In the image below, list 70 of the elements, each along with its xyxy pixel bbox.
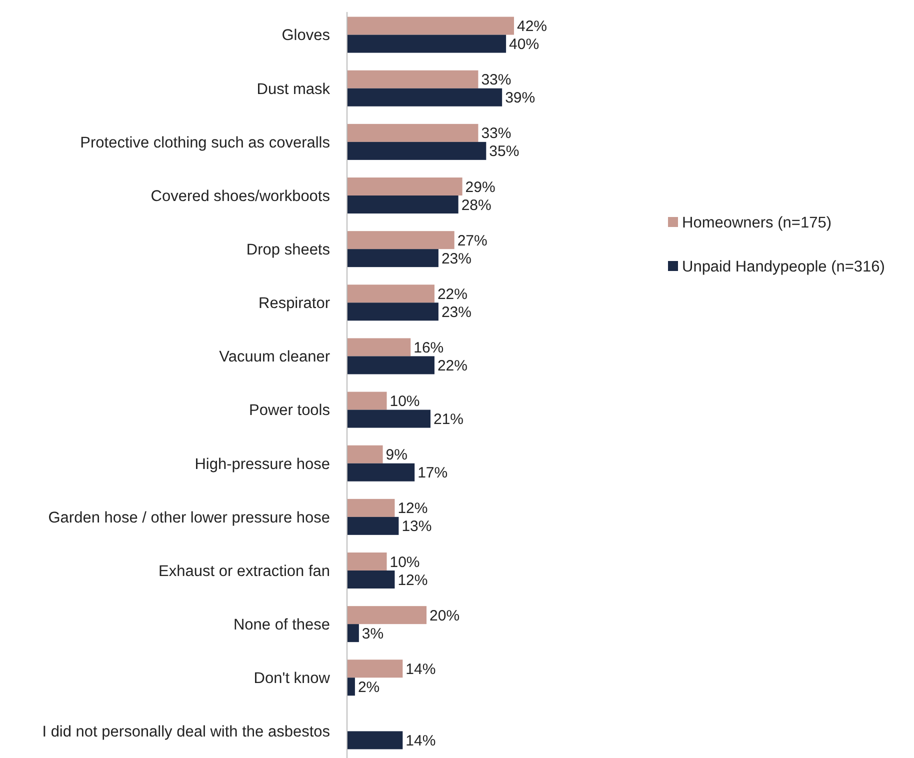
y-tick-label: Exhaust or extraction fan xyxy=(158,562,330,580)
data-label: 21% xyxy=(434,411,464,428)
bar xyxy=(347,249,438,268)
data-label: 2% xyxy=(358,678,380,696)
data-label: 22% xyxy=(437,357,468,374)
data-label: 10% xyxy=(390,393,420,410)
data-label: 39% xyxy=(505,90,536,107)
bar xyxy=(347,624,359,642)
y-tick-label: Drop sheets xyxy=(246,241,330,258)
data-label: 35% xyxy=(489,143,520,160)
data-label: 14% xyxy=(406,732,436,750)
y-tick-label: I did not personally deal with the asbestos xyxy=(42,724,330,741)
data-label: 10% xyxy=(390,554,420,571)
data-label: 27% xyxy=(457,232,488,250)
bar xyxy=(347,231,454,250)
data-label: 17% xyxy=(418,464,448,482)
y-tick-label: Gloves xyxy=(282,27,330,44)
bar xyxy=(347,142,486,160)
data-label: 20% xyxy=(430,607,460,624)
y-tick-label: Garden hose / other lower pressure hose xyxy=(48,509,330,526)
data-label: 28% xyxy=(461,196,492,214)
data-label: 33% xyxy=(481,125,512,142)
bar xyxy=(347,88,502,106)
data-label: 3% xyxy=(362,625,384,642)
bar xyxy=(347,678,355,696)
bar xyxy=(347,731,403,750)
data-label: 12% xyxy=(398,500,428,518)
bar xyxy=(347,302,438,321)
y-tick-label: Protective clothing such as coveralls xyxy=(80,134,330,152)
data-label: 22% xyxy=(437,286,468,303)
bar xyxy=(347,516,399,535)
bar xyxy=(347,338,411,356)
y-tick-label: Respirator xyxy=(258,295,330,312)
bar xyxy=(347,570,395,588)
bar xyxy=(347,498,395,517)
data-label: 12% xyxy=(398,572,428,589)
data-label: 16% xyxy=(414,339,444,356)
bar xyxy=(347,606,427,624)
y-tick-label: None of these xyxy=(233,616,330,634)
data-label: 14% xyxy=(406,660,436,678)
bar xyxy=(347,196,458,214)
bar xyxy=(347,70,478,88)
bar xyxy=(347,552,387,570)
bar xyxy=(347,34,506,53)
data-label: 13% xyxy=(402,518,432,536)
bar xyxy=(347,660,403,678)
bar xyxy=(347,124,478,142)
y-tick-label: Covered shoes/workboots xyxy=(150,188,330,205)
bar xyxy=(347,392,387,410)
bar xyxy=(347,178,462,196)
bar xyxy=(347,463,415,482)
y-tick-label: Power tools xyxy=(249,402,330,420)
data-label: 29% xyxy=(465,178,496,196)
bar xyxy=(347,284,434,303)
data-label: 9% xyxy=(386,446,408,464)
y-tick-label: High-pressure hose xyxy=(194,456,330,473)
legend-label: Unpaid Handypeople (n=316) xyxy=(682,258,885,276)
data-label: 23% xyxy=(441,304,472,321)
y-tick-label: Vacuum cleaner xyxy=(219,348,330,366)
data-label: 40% xyxy=(509,36,540,54)
y-tick-label: Dust mask xyxy=(256,80,330,98)
data-label: 33% xyxy=(481,72,512,89)
legend-label: Homeowners (n=175) xyxy=(682,214,832,232)
bar xyxy=(347,356,434,374)
data-label: 42% xyxy=(517,18,548,36)
bar xyxy=(347,16,514,35)
bar xyxy=(347,445,383,464)
y-tick-label: Don't know xyxy=(254,670,331,688)
bar xyxy=(347,410,430,428)
data-label: 23% xyxy=(441,250,472,268)
